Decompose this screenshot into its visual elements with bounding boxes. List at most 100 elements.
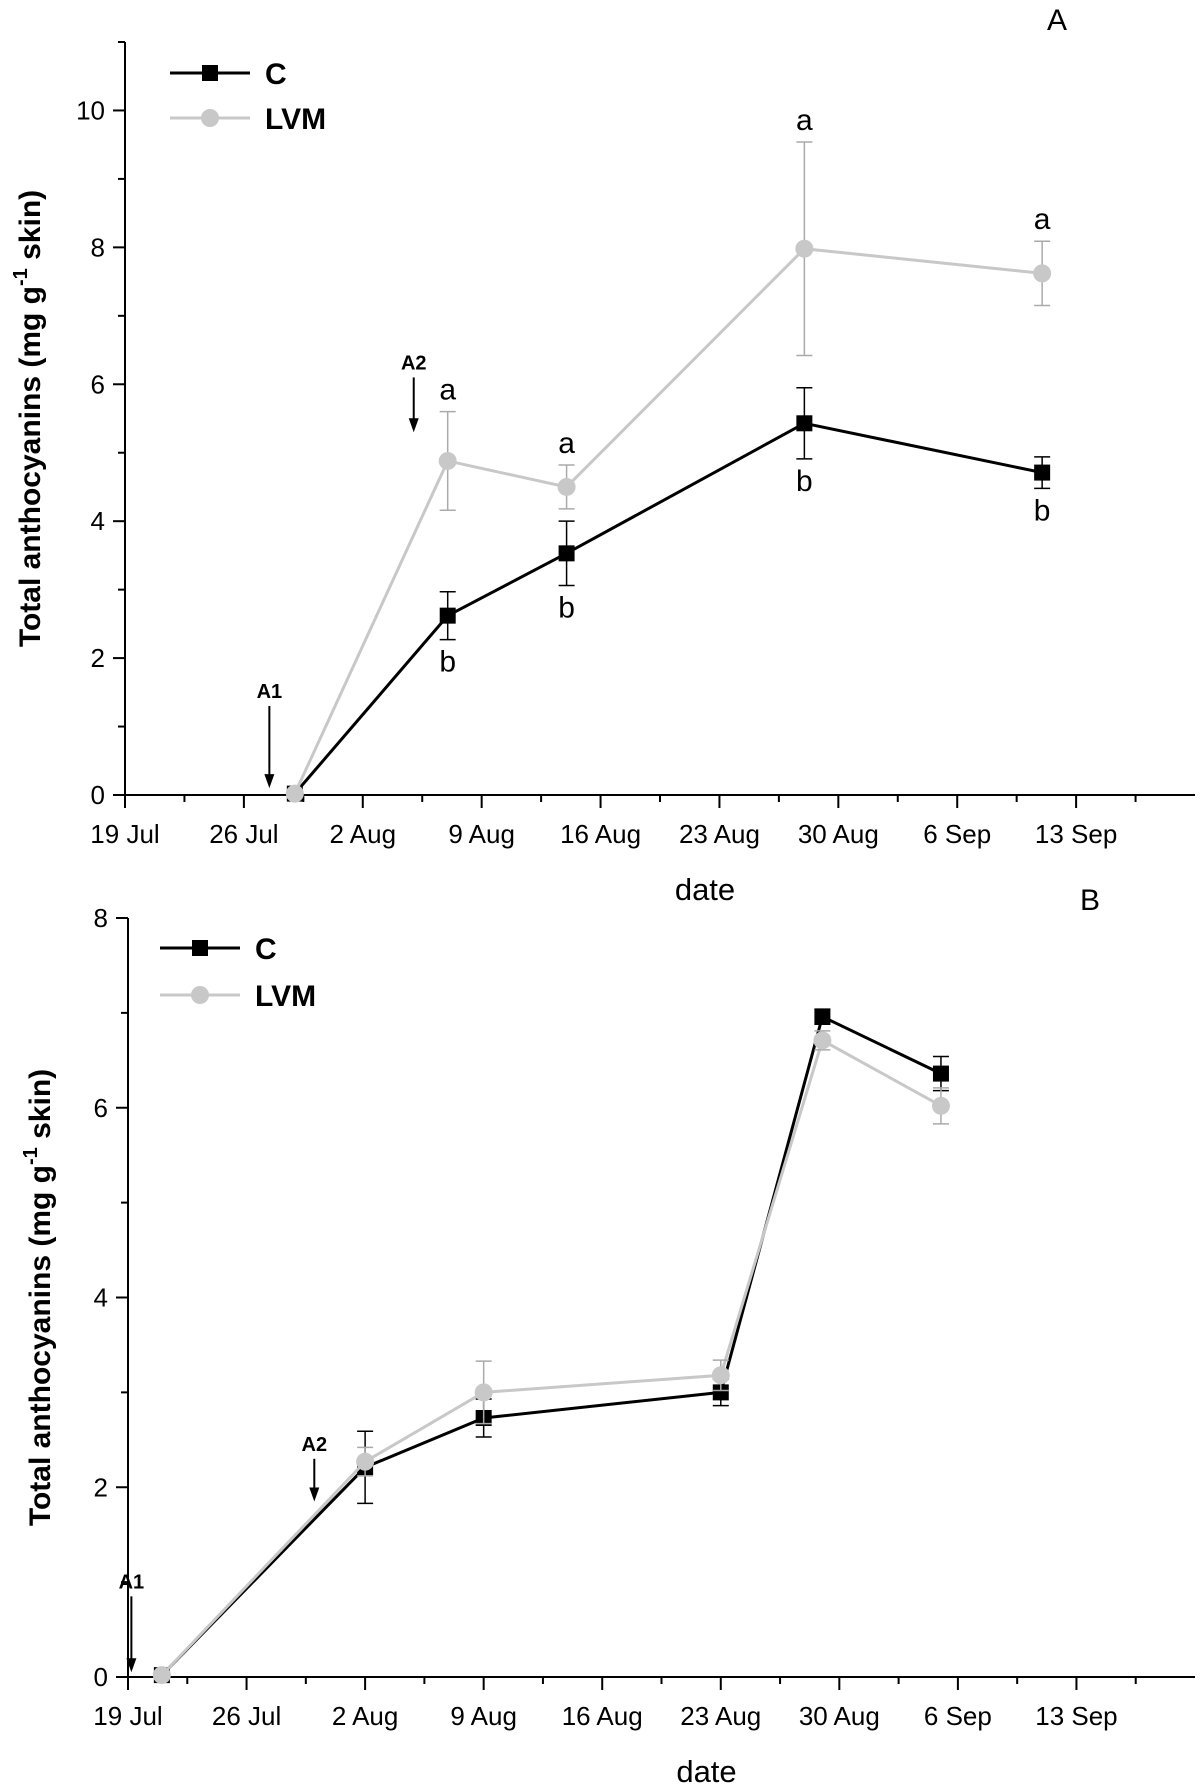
data-point bbox=[932, 1065, 949, 1082]
annotation-a2: A2 bbox=[302, 1434, 328, 1502]
legend-marker bbox=[192, 940, 208, 956]
data-point bbox=[814, 1008, 831, 1025]
data-point bbox=[557, 477, 576, 496]
y-tick-label: 6 bbox=[94, 1093, 108, 1123]
x-axis-title: date bbox=[675, 872, 735, 907]
y-tick-label: 0 bbox=[91, 780, 105, 810]
y-tick-label: 8 bbox=[91, 232, 105, 262]
annotation-label: A2 bbox=[302, 1434, 328, 1456]
y-axis-title-end: skin) bbox=[14, 190, 47, 268]
panel-label: A bbox=[1047, 4, 1067, 37]
series-line bbox=[160, 1038, 942, 1677]
significance-label: a bbox=[439, 374, 456, 407]
y-tick-label: 6 bbox=[91, 369, 105, 399]
data-point bbox=[795, 239, 814, 258]
significance-label: b bbox=[1034, 494, 1051, 527]
data-point bbox=[711, 1366, 730, 1385]
panel-label: B bbox=[1080, 884, 1100, 917]
legend-label: LVM bbox=[265, 103, 326, 136]
series-lvm: a a a a bbox=[285, 104, 1052, 803]
x-tick-label: 26 Jul bbox=[212, 1701, 281, 1731]
y-axis-title-main: Total anthocyanins (mg g bbox=[24, 1165, 57, 1526]
x-tick-label: 9 Aug bbox=[450, 1701, 517, 1731]
annotation-a1: A1 bbox=[119, 1571, 145, 1673]
annotation-arrow-head bbox=[264, 774, 275, 789]
annotation-a1: A1 bbox=[257, 681, 283, 789]
legend-label: LVM bbox=[255, 980, 316, 1013]
y-axis-title: Total anthocyanins (mg g-1 skin) bbox=[20, 1069, 57, 1526]
series-c: b b b b bbox=[286, 386, 1051, 802]
x-tick-label: 19 Jul bbox=[90, 819, 159, 849]
annotation-label: A1 bbox=[119, 1571, 145, 1593]
x-tick-label: 16 Aug bbox=[560, 819, 641, 849]
x-tick-label: 30 Aug bbox=[799, 1701, 880, 1731]
series-line bbox=[293, 421, 1043, 795]
panel-B: 0 2 4 6 8 19 Jul 26 Jul 2 Aug 9 Aug 16 Aug 23 Aug 3… bbox=[20, 884, 1195, 1785]
series-lvm bbox=[152, 1030, 950, 1685]
y-axis-title-end: skin) bbox=[24, 1069, 57, 1147]
legend-marker bbox=[191, 986, 209, 1004]
data-point bbox=[439, 607, 456, 624]
x-tick-label: 2 Aug bbox=[330, 819, 397, 849]
annotation-arrow-head bbox=[126, 1658, 137, 1673]
x-tick-label: 30 Aug bbox=[798, 819, 879, 849]
data-point bbox=[558, 545, 575, 562]
y-axis-title: Total anthocyanins (mg g-1 skin) bbox=[10, 190, 47, 647]
significance-label: b bbox=[439, 646, 456, 679]
x-tick-label: 9 Aug bbox=[448, 819, 515, 849]
legend: C LVM bbox=[170, 58, 326, 136]
significance-label: b bbox=[796, 465, 813, 498]
legend-label: C bbox=[265, 58, 287, 91]
data-point bbox=[712, 1384, 729, 1401]
x-tick-label: 13 Sep bbox=[1035, 1701, 1117, 1731]
data-point bbox=[931, 1096, 950, 1115]
x-tick-label: 19 Jul bbox=[93, 1701, 162, 1731]
significance-label: a bbox=[1034, 203, 1051, 236]
y-tick-label: 2 bbox=[91, 643, 105, 673]
y-axis-title-main: Total anthocyanins (mg g bbox=[14, 286, 47, 647]
data-point bbox=[474, 1383, 493, 1402]
data-point bbox=[438, 451, 457, 470]
data-point bbox=[152, 1666, 171, 1685]
x-tick-label: 13 Sep bbox=[1035, 819, 1117, 849]
y-tick-label: 4 bbox=[94, 1283, 108, 1313]
x-tick-label: 23 Aug bbox=[679, 819, 760, 849]
annotation-arrow-head bbox=[408, 418, 419, 433]
y-tick-label: 2 bbox=[94, 1472, 108, 1502]
significance-label: a bbox=[558, 427, 575, 460]
y-axis-title-superscript: -1 bbox=[10, 268, 32, 286]
x-tick-label: 6 Sep bbox=[924, 1701, 992, 1731]
significance-label: b bbox=[558, 592, 575, 625]
x-axis-title: date bbox=[676, 1754, 736, 1785]
y-tick-label: 4 bbox=[91, 506, 105, 536]
annotation-arrow-head bbox=[309, 1487, 320, 1502]
y-tick-label: 8 bbox=[94, 903, 108, 933]
y-tick-label: 0 bbox=[94, 1662, 108, 1692]
y-tick-label: 10 bbox=[76, 95, 105, 125]
annotation-label: A1 bbox=[257, 681, 283, 703]
legend-marker bbox=[202, 65, 218, 81]
x-tick-label: 2 Aug bbox=[332, 1701, 399, 1731]
legend: C LVM bbox=[160, 933, 316, 1013]
annotation-label: A2 bbox=[401, 352, 427, 374]
significance-label: a bbox=[796, 104, 813, 137]
series-line bbox=[293, 247, 1043, 795]
annotation-a2: A2 bbox=[401, 352, 427, 433]
data-point bbox=[1034, 464, 1051, 481]
y-axis-title-superscript: -1 bbox=[20, 1147, 42, 1165]
legend-label: C bbox=[255, 933, 277, 966]
data-point bbox=[356, 1452, 375, 1471]
data-point bbox=[796, 415, 813, 432]
data-point bbox=[813, 1031, 832, 1050]
data-point bbox=[285, 784, 304, 803]
x-tick-label: 16 Aug bbox=[562, 1701, 643, 1731]
panel-A: 0 2 4 6 8 10 19 Jul 26 Jul 2 Aug 9 Aug 16 Aug 23 Au… bbox=[10, 4, 1195, 907]
data-point bbox=[1033, 264, 1052, 283]
x-tick-label: 26 Jul bbox=[209, 819, 278, 849]
legend-marker bbox=[201, 109, 219, 127]
x-tick-label: 6 Sep bbox=[923, 819, 991, 849]
series-line bbox=[160, 1014, 942, 1677]
series-c bbox=[153, 1008, 949, 1684]
x-tick-label: 23 Aug bbox=[680, 1701, 761, 1731]
